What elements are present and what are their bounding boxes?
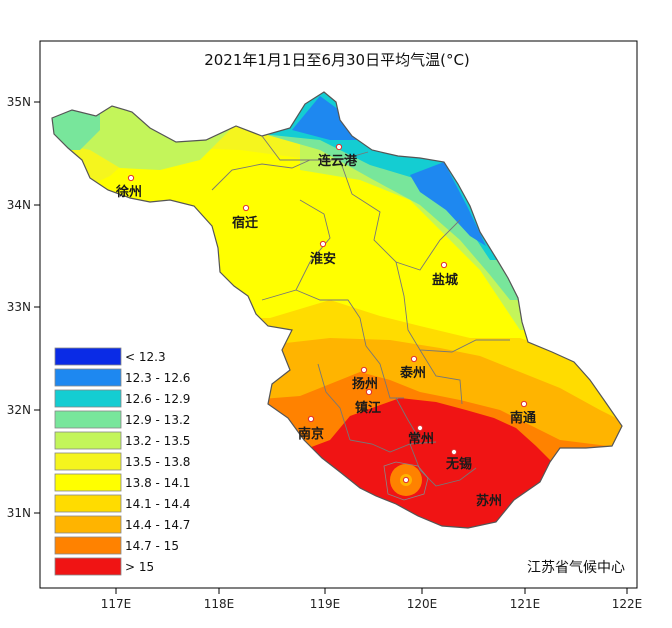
city-label-lianyungang: 连云港 bbox=[318, 153, 358, 169]
boundary-zhenjiang-changzhou bbox=[395, 397, 421, 441]
city-label-taizhou: 泰州 bbox=[399, 365, 426, 381]
lon-label-117e: 117E bbox=[101, 597, 132, 611]
field-gt-15 bbox=[290, 398, 560, 528]
legend-label: 14.4 - 14.7 bbox=[125, 518, 190, 532]
legend-label: 12.9 - 13.2 bbox=[125, 413, 190, 427]
city-label-nanjing: 南京 bbox=[298, 426, 324, 442]
city-dot-changzhou bbox=[416, 424, 424, 432]
legend-swatch bbox=[54, 494, 122, 513]
lon-label-122e: 122E bbox=[612, 597, 643, 611]
boundary-nanjing bbox=[317, 363, 351, 441]
city-label-huaian: 淮安 bbox=[309, 251, 336, 267]
legend-label: < 12.3 bbox=[125, 350, 166, 364]
city-label-yangzhou: 扬州 bbox=[352, 376, 378, 392]
legend-swatch bbox=[54, 410, 122, 429]
legend-label: 12.6 - 12.9 bbox=[125, 392, 190, 406]
city-dot-yancheng bbox=[440, 261, 448, 269]
city-dot-yangzhou bbox=[360, 366, 368, 374]
lon-label-120e: 120E bbox=[407, 597, 438, 611]
city-dot-suzhou bbox=[402, 476, 410, 484]
boundary-wuxi-suzhou bbox=[409, 443, 477, 487]
lat-label-32n: 32N bbox=[7, 403, 31, 417]
lat-label-33n: 33N bbox=[7, 300, 31, 314]
legend-swatch bbox=[54, 431, 122, 450]
city-markers bbox=[127, 143, 528, 484]
prefecture-boundaries bbox=[211, 135, 510, 487]
lat-label-35n: 35N bbox=[7, 95, 31, 109]
legend: < 12.3 12.3 - 12.6 12.6 - 12.9 12.9 - 13.2 1… bbox=[54, 347, 190, 576]
city-label-suqian: 宿迁 bbox=[232, 215, 258, 231]
city-label-changzhou: 常州 bbox=[408, 431, 434, 447]
legend-swatch bbox=[54, 515, 122, 534]
legend-label: > 15 bbox=[125, 560, 154, 574]
city-dot-wuxi bbox=[450, 448, 458, 456]
boundary-huaian-yangzhou bbox=[295, 289, 367, 347]
legend-swatch bbox=[54, 452, 122, 471]
lake-outline bbox=[383, 461, 429, 501]
city-dot-xuzhou bbox=[127, 174, 135, 182]
city-dot-lianyungang bbox=[335, 143, 343, 151]
city-labels: 连云港 徐州 宿迁 淮安 盐城 扬州 泰州 镇江 南京 常州 无锡 南通 苏州 bbox=[115, 153, 536, 509]
legend-label: 12.3 - 12.6 bbox=[125, 371, 190, 385]
map-title: 2021年1月1日至6月30日平均气温(°C) bbox=[204, 51, 470, 69]
legend-label: 13.8 - 14.1 bbox=[125, 476, 190, 490]
city-label-wuxi: 无锡 bbox=[445, 456, 472, 472]
city-dot-huaian bbox=[319, 240, 327, 248]
lat-tick-labels: 35N 34N 33N 32N 31N bbox=[7, 95, 31, 520]
field-12.3-12.6-north bbox=[292, 96, 362, 140]
legend-label: 13.2 - 13.5 bbox=[125, 434, 190, 448]
field-12.3-12.6-coast bbox=[410, 162, 486, 246]
lon-label-118e: 118E bbox=[204, 597, 235, 611]
boundary-huaian-yancheng bbox=[339, 159, 461, 271]
legend-label: 14.7 - 15 bbox=[125, 539, 179, 553]
boundary-xuzhou-suqian bbox=[211, 159, 311, 191]
city-dot-nanjing bbox=[307, 415, 315, 423]
legend-swatch bbox=[54, 368, 122, 387]
legend-swatch bbox=[54, 389, 122, 408]
legend-swatch bbox=[54, 536, 122, 555]
legend-label: 14.1 - 14.4 bbox=[125, 497, 190, 511]
boundary-yangzhou-taizhou bbox=[365, 345, 404, 399]
credit-text: 江苏省气候中心 bbox=[527, 560, 625, 576]
legend-swatch bbox=[54, 347, 122, 366]
city-label-nantong: 南通 bbox=[510, 410, 536, 426]
boundary-changzhou-wuxi bbox=[349, 439, 437, 453]
city-dot-zhenjiang bbox=[365, 388, 373, 396]
lon-label-121e: 121E bbox=[510, 597, 541, 611]
boundary-suqian-huaian bbox=[261, 199, 331, 301]
city-dot-nantong bbox=[520, 400, 528, 408]
legend-swatch bbox=[54, 473, 122, 492]
city-label-zhenjiang: 镇江 bbox=[355, 400, 381, 416]
boundary-lianyungang bbox=[261, 135, 369, 161]
lon-label-119e: 119E bbox=[310, 597, 341, 611]
boundary-taizhou-nantong bbox=[419, 349, 463, 405]
lat-label-34n: 34N bbox=[7, 198, 31, 212]
city-label-xuzhou: 徐州 bbox=[115, 184, 142, 200]
city-label-suzhou: 苏州 bbox=[476, 493, 502, 509]
legend-label: 13.5 - 13.8 bbox=[125, 455, 190, 469]
legend-swatch bbox=[54, 557, 122, 576]
city-dot-suqian bbox=[242, 204, 250, 212]
city-label-yancheng: 盐城 bbox=[432, 272, 458, 288]
lon-tick-labels: 117E 118E 119E 120E 121E 122E bbox=[101, 597, 643, 611]
lat-label-31n: 31N bbox=[7, 506, 31, 520]
city-dot-taizhou bbox=[410, 355, 418, 363]
axis-ticks bbox=[34, 101, 628, 594]
province-outline bbox=[51, 91, 623, 529]
